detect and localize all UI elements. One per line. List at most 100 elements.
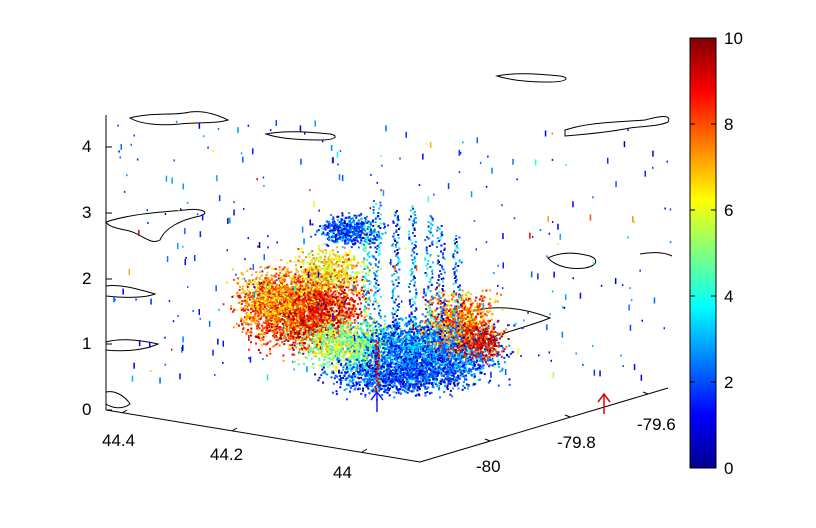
voxel-2444	[309, 287, 312, 290]
voxel-1931	[295, 291, 298, 294]
voxel-2432	[311, 318, 314, 321]
voxel-3838	[356, 347, 359, 350]
voxel-254	[266, 341, 269, 344]
voxel-3024	[248, 293, 251, 296]
voxel-2271	[336, 302, 339, 305]
voxel-1960	[286, 301, 289, 304]
voxel-2437	[337, 312, 340, 315]
voxel-3795	[332, 327, 334, 330]
voxel-1381	[313, 289, 316, 292]
voxel-1453	[322, 304, 325, 307]
voxel-2846	[265, 299, 268, 302]
voxel-165	[304, 333, 307, 335]
voxel-900	[283, 343, 286, 346]
voxel-1709	[320, 306, 323, 309]
voxel-4045	[335, 369, 338, 372]
voxel-1752	[305, 301, 308, 304]
voxel-87	[231, 295, 234, 298]
voxel-2557	[281, 341, 284, 344]
voxel-2952	[240, 306, 242, 309]
voxel-2259	[309, 316, 312, 319]
voxel-4276	[468, 356, 471, 359]
voxel-1169	[345, 303, 348, 306]
voxel-2275	[281, 328, 284, 331]
voxel-1360	[332, 300, 335, 303]
voxel-656	[321, 308, 324, 311]
voxel-2969	[249, 294, 252, 297]
voxel-2130	[327, 295, 330, 298]
voxel-2135	[304, 318, 307, 321]
voxel-3288	[285, 300, 288, 303]
voxel-2109	[302, 331, 305, 334]
voxel-1776	[312, 335, 315, 338]
voxel-5	[313, 305, 316, 308]
voxel-4038	[349, 331, 352, 333]
voxel-279	[360, 315, 363, 317]
voxel-2345	[354, 300, 357, 303]
voxel-2848	[303, 306, 306, 309]
voxel-2042	[326, 305, 329, 308]
voxel-1558	[276, 308, 279, 311]
voxel-1151	[353, 281, 355, 284]
voxel-3198	[256, 333, 259, 335]
voxel-2297	[327, 310, 329, 313]
radar-voxels	[113, 120, 672, 401]
voxel-2085	[289, 312, 292, 315]
voxel-3166	[259, 305, 262, 308]
voxel-1941	[301, 336, 304, 339]
voxel-3058	[236, 308, 238, 311]
voxel-3229	[249, 323, 252, 326]
voxel-4116	[358, 337, 361, 340]
voxel-3954	[335, 329, 338, 332]
voxel-2654	[284, 322, 287, 325]
voxel-2030	[304, 322, 307, 325]
voxel-3853	[312, 363, 315, 365]
voxel-3719	[320, 364, 323, 367]
voxel-940	[258, 304, 261, 307]
voxel-3869	[320, 334, 323, 337]
voxel-3185	[257, 325, 259, 328]
voxel-2759	[250, 307, 253, 310]
voxel-1926	[344, 291, 347, 294]
voxel-2155	[334, 318, 337, 321]
voxel-1795	[320, 304, 323, 307]
voxel-4366	[508, 378, 511, 381]
voxel-4034	[323, 327, 326, 330]
voxel-3252	[263, 303, 266, 306]
voxel-811	[277, 327, 280, 330]
voxel-235	[297, 337, 300, 340]
voxel-3857	[314, 329, 317, 331]
voxel-1787	[299, 295, 302, 298]
voxel-1423	[352, 293, 355, 296]
voxel-1882	[314, 330, 317, 333]
voxel-3220	[279, 297, 282, 299]
voxel-214	[242, 327, 245, 330]
voxel-1535	[268, 329, 271, 332]
voxel-2506	[322, 300, 325, 303]
voxel-3035	[305, 310, 308, 312]
voxel-1273	[247, 294, 250, 297]
voxel-2178	[276, 321, 279, 324]
voxel-1924	[281, 322, 284, 325]
voxel-2502	[348, 316, 351, 319]
voxel-2337	[297, 302, 300, 305]
voxel-3599	[307, 337, 310, 340]
voxel-2238	[273, 328, 276, 331]
voxel-3877	[356, 353, 359, 356]
voxel-3950	[332, 357, 335, 360]
voxel-1768	[344, 316, 347, 319]
voxel-2422	[289, 293, 292, 295]
voxel-3158	[222, 303, 225, 306]
voxel-2699	[264, 322, 267, 325]
voxel-2385	[311, 322, 314, 325]
voxel-1508	[309, 318, 312, 320]
voxel-368	[256, 334, 259, 337]
voxel-1746	[314, 333, 317, 335]
voxel-2933	[289, 307, 292, 310]
voxel-2663	[284, 279, 287, 282]
voxel-1838	[328, 303, 331, 306]
voxel-863	[248, 348, 250, 351]
voxel-4166	[337, 353, 340, 356]
voxel-2560	[292, 348, 295, 351]
voxel-2669	[258, 281, 261, 284]
